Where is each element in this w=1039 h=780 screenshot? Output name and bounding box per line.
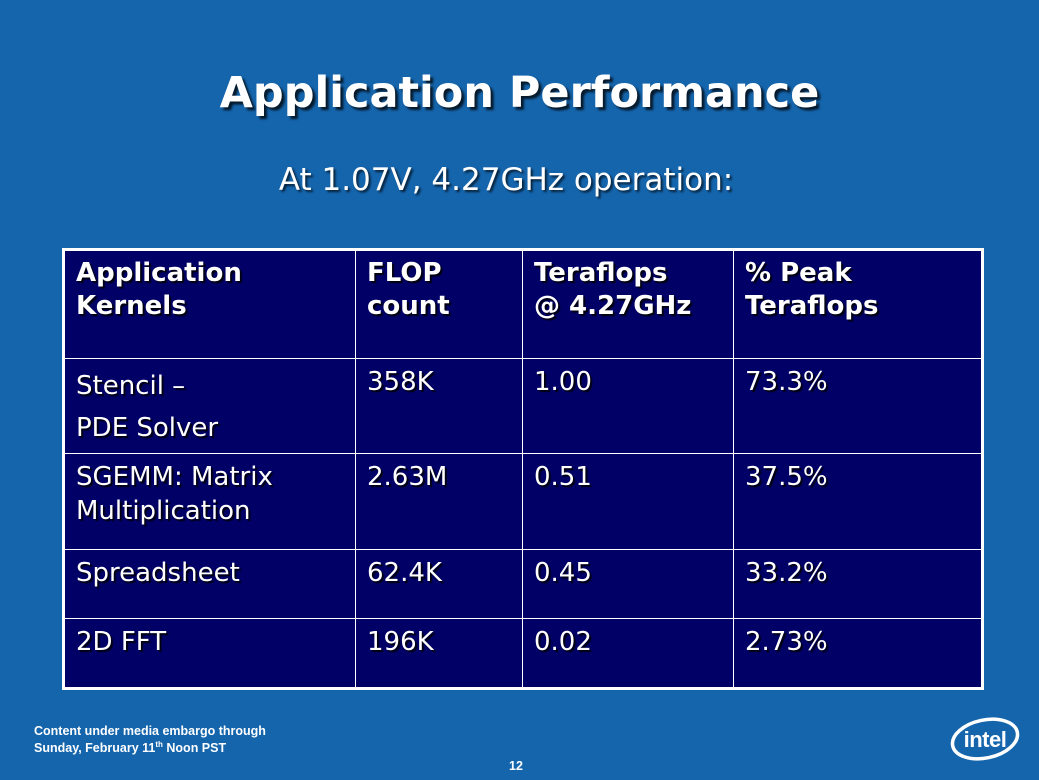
embargo-date: Sunday, February 11 bbox=[34, 741, 156, 755]
column-header-percent-peak: % Peak Teraflops bbox=[733, 249, 983, 359]
cell-teraflops: 0.51 bbox=[522, 453, 734, 550]
table-row: SGEMM: Matrix Multiplication 2.63M 0.51 … bbox=[63, 453, 983, 550]
cell-flop-count: 358K bbox=[355, 358, 523, 454]
page-number: 12 bbox=[509, 759, 523, 773]
intel-logo: intel bbox=[950, 717, 1020, 761]
column-header-flop-count: FLOP count bbox=[355, 249, 523, 359]
performance-table: Application Kernels FLOP count Teraflops… bbox=[62, 248, 984, 690]
cell-percent-peak: 73.3% bbox=[733, 358, 983, 454]
embargo-line-2: Sunday, February 11th Noon PST bbox=[34, 740, 266, 757]
cell-teraflops: 0.02 bbox=[522, 618, 734, 689]
table-row: Spreadsheet 62.4K 0.45 33.2% bbox=[63, 549, 983, 619]
table-row: 2D FFT 196K 0.02 2.73% bbox=[63, 618, 983, 689]
embargo-date-suffix: th bbox=[155, 739, 163, 749]
embargo-time: Noon PST bbox=[162, 741, 227, 755]
cell-kernel: Spreadsheet bbox=[63, 549, 356, 619]
table-header-row: Application Kernels FLOP count Teraflops… bbox=[63, 249, 983, 359]
cell-flop-count: 62.4K bbox=[355, 549, 523, 619]
cell-percent-peak: 33.2% bbox=[733, 549, 983, 619]
cell-kernel: 2D FFT bbox=[63, 618, 356, 689]
cell-flop-count: 2.63M bbox=[355, 453, 523, 550]
embargo-notice: Content under media embargo through Sund… bbox=[34, 723, 266, 757]
cell-kernel: SGEMM: Matrix Multiplication bbox=[63, 453, 356, 550]
slide-title: Application Performance bbox=[219, 68, 820, 118]
cell-flop-count: 196K bbox=[355, 618, 523, 689]
table-row: Stencil – PDE Solver 358K 1.00 73.3% bbox=[63, 358, 983, 454]
column-header-application-kernels: Application Kernels bbox=[63, 249, 356, 359]
cell-teraflops: 0.45 bbox=[522, 549, 734, 619]
intel-logo-text: intel bbox=[964, 727, 1007, 752]
cell-teraflops: 1.00 bbox=[522, 358, 734, 454]
slide-subtitle: At 1.07V, 4.27GHz operation: bbox=[278, 162, 734, 198]
embargo-line-1: Content under media embargo through bbox=[34, 724, 266, 738]
cell-percent-peak: 37.5% bbox=[733, 453, 983, 550]
column-header-teraflops: Teraflops @ 4.27GHz bbox=[522, 249, 734, 359]
cell-kernel: Stencil – PDE Solver bbox=[63, 358, 356, 454]
cell-percent-peak: 2.73% bbox=[733, 618, 983, 689]
